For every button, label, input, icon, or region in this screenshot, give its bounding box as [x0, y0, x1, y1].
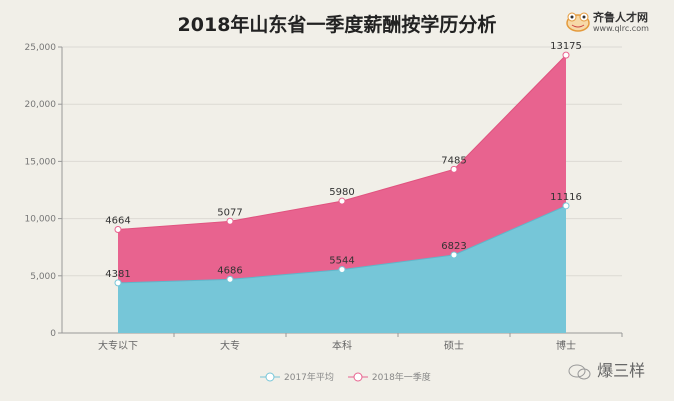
legend-marker-icon [347, 372, 368, 381]
data-label-2018: 5980 [329, 187, 354, 198]
data-label-2017: 4686 [217, 265, 242, 276]
x-tick-label: 硕士 [444, 339, 464, 352]
watermark-text: 爆三样 [597, 361, 646, 380]
area-series-2017 [118, 205, 566, 333]
wechat-icon [568, 364, 591, 379]
point-2017 [450, 251, 458, 259]
chart-title: 2018年山东省一季度薪酬按学历分析 [177, 14, 497, 36]
legend-item-2018[interactable]: 2018年一季度 [347, 370, 431, 383]
y-tick-label: 10,000 [25, 215, 57, 225]
data-label-2018: 7485 [441, 155, 466, 166]
frog-logo-icon [566, 12, 590, 32]
logo-name: 齐鲁人才网 [593, 11, 648, 24]
area-series-2018 [118, 55, 566, 283]
watermark: 爆三样 [568, 357, 645, 381]
y-tick-label: 0 [50, 329, 56, 339]
legend-label: 2018年一季度 [371, 373, 431, 383]
legend-marker-icon [260, 372, 280, 381]
point-2017 [226, 275, 234, 283]
point-2018 [226, 217, 234, 225]
point-2018 [114, 226, 122, 234]
data-label-2018: 5077 [217, 207, 242, 218]
data-label-2017: 11116 [550, 192, 582, 203]
point-2017 [114, 279, 122, 287]
data-label-2017: 6823 [441, 241, 466, 252]
y-tick-label: 5,000 [30, 272, 56, 282]
x-tick-label: 大专以下 [98, 339, 138, 352]
x-tick-label: 本科 [332, 339, 352, 352]
y-tick-label: 15,000 [25, 157, 57, 167]
y-tick-label: 25,000 [25, 43, 57, 53]
point-2017 [562, 202, 570, 210]
logo-url: www.qlrc.com [593, 24, 649, 33]
data-label-2018: 4664 [105, 216, 130, 227]
y-tick-label: 20,000 [25, 100, 57, 110]
legend: 2017年平均 2018年一季度 [260, 370, 431, 383]
x-tick-label: 博士 [556, 339, 576, 352]
point-2018 [562, 51, 570, 59]
legend-label: 2017年平均 [284, 373, 334, 383]
point-2018 [450, 165, 458, 173]
x-tick-label: 大专 [220, 339, 240, 352]
legend-item-2017[interactable]: 2017年平均 [260, 370, 334, 383]
point-2018 [338, 197, 346, 205]
logo: 齐鲁人才网 www.qlrc.com [565, 8, 670, 38]
point-2017 [338, 266, 346, 274]
data-label-2017: 4381 [105, 269, 130, 280]
data-label-2018: 13175 [550, 41, 582, 52]
data-label-2017: 5544 [329, 256, 354, 267]
